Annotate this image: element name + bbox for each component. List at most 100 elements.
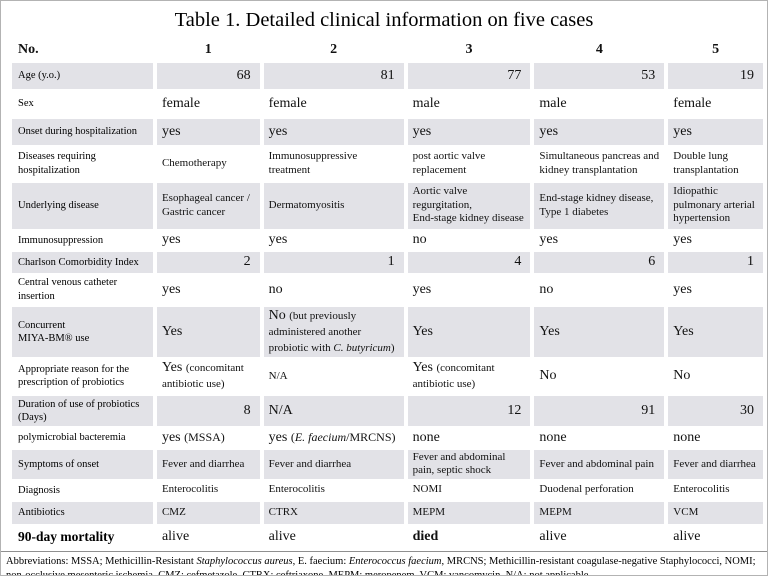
table-cell: Chemotherapy <box>161 156 227 169</box>
table-row-underlying-disease: Underlying disease Esophageal cancer / G… <box>12 182 763 229</box>
table-row-symptoms-of-onset: Symptoms of onset Fever and diarrhea Fev… <box>12 449 763 479</box>
table-cell: 6 <box>534 251 665 273</box>
table-cell: Fever and abdominal pain, septic shock <box>407 449 531 479</box>
table-cell: Fever and diarrhea <box>263 449 404 479</box>
table-cell: 5 <box>712 41 720 57</box>
table-cell: Dermatomyositis <box>263 182 404 229</box>
table-cell: 53 <box>534 62 665 89</box>
table-cell: CMZ <box>156 501 260 524</box>
table-cell: male <box>539 95 567 111</box>
footnote-divider-section: Abbreviations: MSSA; Methicillin-Resista… <box>1 550 767 576</box>
table-cell: yes (MSSA) <box>161 429 225 445</box>
row-label: Immunosuppression <box>18 234 104 246</box>
row-label: Concurrent MIYA-BM® use <box>12 306 153 357</box>
row-label: Appropriate reason for the prescription … <box>18 364 130 389</box>
table-cell: Fever and abdominal pain <box>534 449 665 479</box>
table-cell: 1 <box>204 41 212 57</box>
table-cell: Simultaneous pancreas and kidney transpl… <box>539 150 660 176</box>
table-cell: VCM <box>668 501 763 524</box>
table-row-concurrent-miya-bm-use: Concurrent MIYA-BM® use Yes No (but prev… <box>12 306 763 357</box>
table-cell: MEPM <box>534 501 665 524</box>
table-cell: 81 <box>263 62 404 89</box>
row-label: Underlying disease <box>12 182 153 229</box>
table-cell: 8 <box>156 395 260 426</box>
table-cell: 4 <box>595 41 603 57</box>
table-cell: none <box>673 429 701 445</box>
table-row-immunosuppression: Immunosuppression yes yes no yes yes <box>12 229 763 252</box>
abbreviations-footnote: Abbreviations: MSSA; Methicillin-Resista… <box>6 555 756 576</box>
table-cell: Fever and diarrhea <box>668 449 763 479</box>
table-row-age: Age (y.o.) 68 81 77 53 19 <box>12 62 763 89</box>
table-cell: 19 <box>668 62 763 89</box>
row-label: 90-day mortality <box>18 528 115 544</box>
table-row-case-number: No. 1 2 3 4 5 <box>12 37 763 63</box>
table-cell: 1 <box>668 251 763 273</box>
row-label: Central venous catheter insertion <box>18 277 118 302</box>
table-cell: 12 <box>407 395 531 426</box>
table-cell: CTRX <box>263 501 404 524</box>
table-cell: yes (E. faecium/MRCNS) <box>268 429 396 445</box>
table-cell: female <box>161 95 201 111</box>
table-cell: died <box>412 529 439 545</box>
table-cell: yes <box>673 281 692 297</box>
table-cell: 3 <box>465 41 473 57</box>
table-cell: 4 <box>407 251 531 273</box>
table-cell: No <box>539 368 557 384</box>
table-row-90-day-mortality: 90-day mortality alive alive died alive … <box>12 524 763 551</box>
clinical-cases-table: No. 1 2 3 4 5 Age (y.o.) 68 81 77 53 19 … <box>8 37 767 551</box>
table-cell: Enterocolitis <box>268 483 325 496</box>
table-title: Table 1. Detailed clinical information o… <box>174 9 594 31</box>
table-cell: Fever and diarrhea <box>156 449 260 479</box>
table-row-diagnosis: Diagnosis Enterocolitis Enterocolitis NO… <box>12 479 763 502</box>
table-cell: yes <box>534 118 665 145</box>
row-label: Age (y.o.) <box>12 62 153 89</box>
table-cell: yes <box>156 118 260 145</box>
table-cell: alive <box>268 529 296 545</box>
table-cell: N/A <box>268 370 288 383</box>
table-cell: Enterocolitis <box>161 483 219 496</box>
table-cell: yes <box>407 118 531 145</box>
table-cell: 2 <box>330 41 338 57</box>
table-cell: yes <box>673 232 692 248</box>
table-cell: Yes (concomitant antibiotic use) <box>412 360 495 391</box>
table-cell: Immunosuppressive treatment <box>268 150 358 176</box>
table-cell: yes <box>161 232 181 248</box>
table-cell: Duodenal perforation <box>539 483 634 496</box>
row-label: Onset during hospitalization <box>12 118 153 145</box>
table-cell: Esophageal cancer / Gastric cancer <box>156 182 260 229</box>
table-row-appropriate-reason: Appropriate reason for the prescription … <box>12 357 763 396</box>
row-label: Antibiotics <box>12 501 153 524</box>
row-label: Duration of use of probiotics (Days) <box>12 395 153 426</box>
row-label: No. <box>18 41 39 57</box>
table-cell: yes <box>412 281 432 297</box>
table-cell: N/A <box>263 395 404 426</box>
table-row-onset: Onset during hospitalization yes yes yes… <box>12 118 763 145</box>
table-cell: yes <box>539 232 559 248</box>
table-cell: Yes <box>156 306 260 357</box>
table-cell: NOMI <box>412 483 442 496</box>
table-cell: 77 <box>407 62 531 89</box>
table-cell: 68 <box>156 62 260 89</box>
row-label: Charlson Comorbidity Index <box>12 251 153 273</box>
table-cell: 1 <box>263 251 404 273</box>
table-cell: 91 <box>534 395 665 426</box>
table-row-sex: Sex female female male male female <box>12 89 763 119</box>
table-cell: post aortic valve replacement <box>412 150 486 176</box>
table-cell: No (but previously administered another … <box>263 306 404 357</box>
row-label: Diagnosis <box>18 484 60 496</box>
table-cell: yes <box>161 281 181 297</box>
table-cell: none <box>412 429 440 445</box>
table-row-central-venous-catheter: Central venous catheter insertion yes no… <box>12 273 763 307</box>
table-cell: Yes <box>407 306 531 357</box>
table-cell: female <box>268 95 307 111</box>
table-cell: No <box>673 368 691 384</box>
table-cell: MEPM <box>407 501 531 524</box>
table-cell: Enterocolitis <box>673 483 730 496</box>
table-cell: Yes <box>668 306 763 357</box>
table-row-polymicrobial-bacteremia: polymicrobial bacteremia yes (MSSA) yes … <box>12 426 763 450</box>
table-cell: Yes <box>534 306 665 357</box>
table-cell: Idiopathic pulmonary arterial hypertensi… <box>668 182 763 229</box>
table-cell: 30 <box>668 395 763 426</box>
table-cell: 2 <box>156 251 260 273</box>
